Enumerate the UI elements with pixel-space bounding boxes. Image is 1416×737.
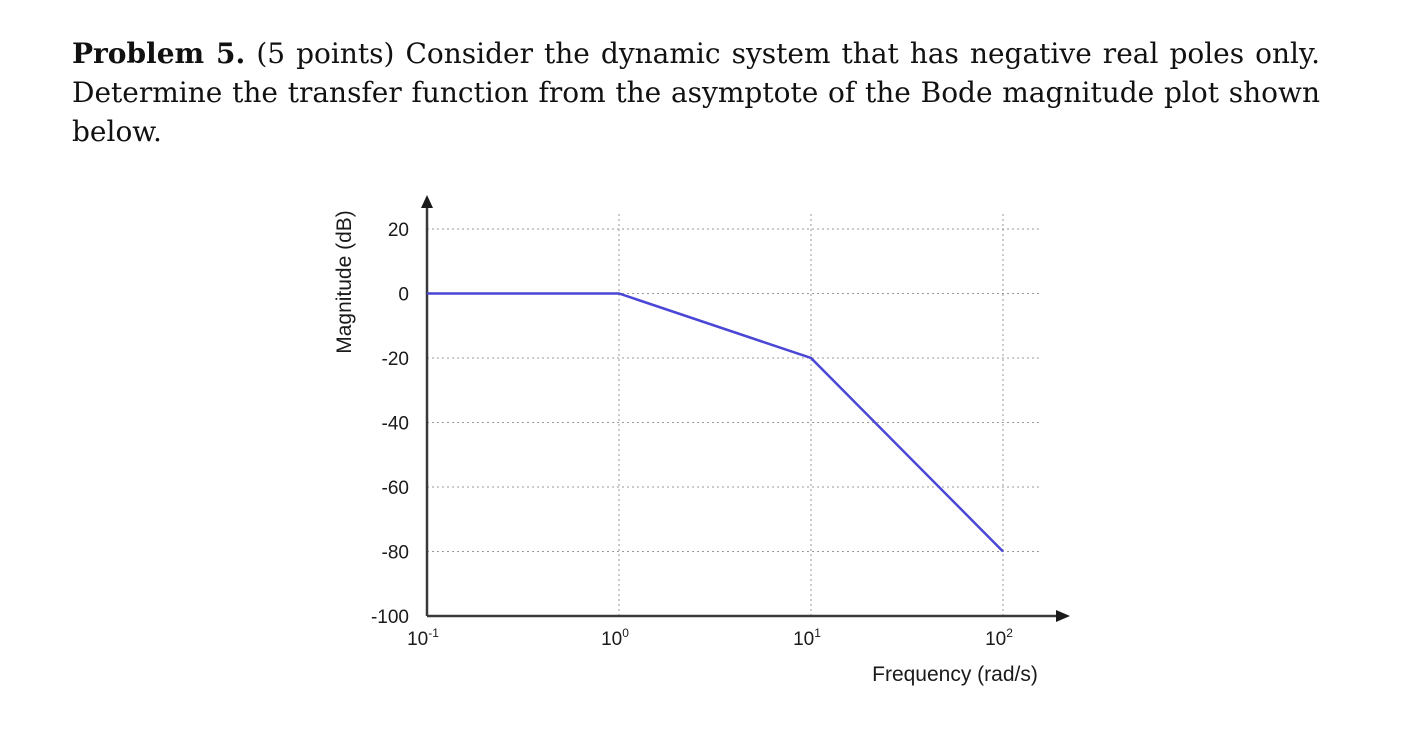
x-tick-label: 100 [601, 626, 629, 650]
series [427, 292, 1004, 553]
y-tick-label: -100 [371, 607, 409, 628]
y-tick-label: -60 [382, 478, 409, 499]
y-axis-title: Magnitude (dB) [333, 210, 356, 354]
y-tick-label: 20 [388, 220, 409, 241]
problem-heading: Problem 5. [72, 37, 246, 70]
x-tick-label: 102 [985, 626, 1013, 650]
problem-statement: Problem 5. (5 points) Consider the dynam… [72, 34, 1320, 151]
magnitude-asymptote-line [427, 292, 1004, 553]
x-tick-label: 101 [793, 626, 821, 650]
problem-points: (5 points) [256, 37, 395, 70]
x-tick-labels: 10-1 100 101 102 [407, 626, 1013, 650]
x-tick-label: 10-1 [407, 626, 439, 650]
y-tick-label: -20 [382, 349, 409, 370]
problem-text: Consider the dynamic system that has neg… [72, 37, 1321, 148]
y-tick-label: -40 [382, 414, 409, 435]
y-tick-label: -80 [382, 543, 409, 564]
x-axis-arrow [1056, 610, 1070, 622]
grid [427, 212, 1040, 616]
y-axis-arrow [421, 195, 433, 208]
y-tick-label: 0 [398, 285, 409, 306]
y-tick-labels: 20 0 -20 -40 -60 -80 -100 [371, 220, 409, 628]
axes [421, 195, 1070, 622]
x-axis-title: Frequency (rad/s) [872, 663, 1038, 686]
